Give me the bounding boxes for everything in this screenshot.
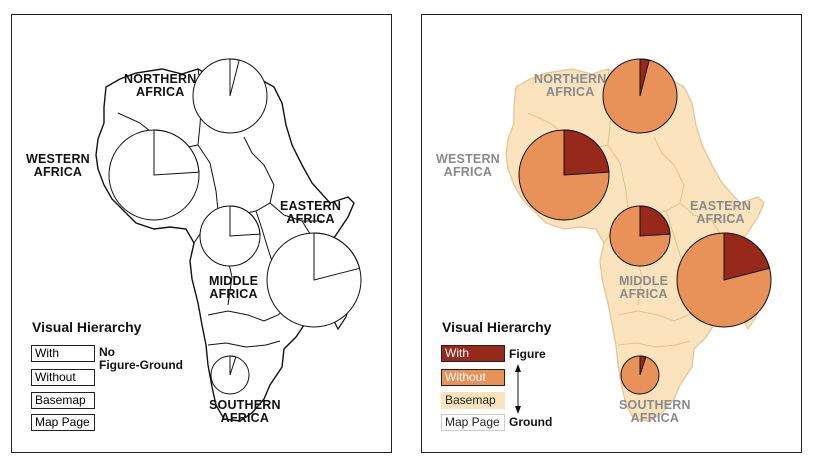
region-label-southern: SOUTHERN AFRICA bbox=[619, 398, 691, 425]
border-line bbox=[269, 202, 322, 222]
legend-note-ground: Ground bbox=[509, 415, 553, 429]
region-label-eastern: EASTERN AFRICA bbox=[690, 199, 752, 226]
border-line bbox=[617, 340, 691, 348]
pie-charts bbox=[108, 58, 362, 395]
legend-note-figure: Figure bbox=[509, 347, 546, 361]
pie-western bbox=[518, 129, 610, 221]
region-label-northern: NORTHERN AFRICA bbox=[124, 72, 197, 99]
legend-with: With bbox=[31, 345, 95, 362]
region-label-northern: NORTHERN AFRICA bbox=[534, 72, 607, 99]
legend-without: Without bbox=[441, 369, 505, 386]
border-line bbox=[207, 340, 281, 348]
pie-with-slice bbox=[639, 355, 647, 376]
pie-with-slice bbox=[229, 58, 240, 97]
pie-with-slice bbox=[229, 205, 261, 237]
pie-with-slice bbox=[639, 205, 671, 237]
border-line bbox=[207, 304, 291, 322]
hierarchy-arrow bbox=[515, 364, 521, 414]
africa-map-left bbox=[95, 58, 362, 422]
legend-note-no-figure-ground: No Figure-Ground bbox=[99, 345, 183, 372]
legend-basemap: Basemap bbox=[441, 392, 505, 409]
pie-middle bbox=[199, 205, 261, 267]
africa-map-right bbox=[505, 58, 772, 422]
pie-northern bbox=[192, 58, 268, 134]
legend-without: Without bbox=[31, 369, 95, 386]
region-label-western: WESTERN AFRICA bbox=[436, 152, 500, 179]
pie-with-slice bbox=[723, 232, 771, 281]
pie-southern bbox=[210, 355, 250, 395]
region-label-middle: MIDDLE AFRICA bbox=[619, 274, 669, 301]
border-line bbox=[617, 304, 701, 322]
legend-map-page: Map Page bbox=[441, 414, 505, 431]
region-label-middle: MIDDLE AFRICA bbox=[209, 274, 259, 301]
legend-title: Visual Hierarchy bbox=[32, 319, 142, 335]
region-label-western: WESTERN AFRICA bbox=[26, 152, 90, 179]
pie-southern bbox=[620, 355, 660, 395]
pie-with-slice bbox=[563, 129, 610, 176]
legend-basemap: Basemap bbox=[31, 392, 95, 409]
pie-middle bbox=[609, 205, 671, 267]
pie-with-slice bbox=[153, 129, 200, 176]
region-label-eastern: EASTERN AFRICA bbox=[280, 199, 342, 226]
pie-with-slice bbox=[313, 232, 361, 281]
border-line bbox=[679, 202, 732, 222]
border-line bbox=[197, 144, 219, 212]
pie-eastern bbox=[266, 232, 362, 328]
border-line bbox=[607, 144, 629, 212]
legend-with: With bbox=[441, 345, 505, 362]
pie-charts bbox=[518, 58, 772, 395]
map-panel-no-figure-ground: NORTHERN AFRICA WESTERN AFRICA EASTERN AFRI… bbox=[11, 14, 392, 453]
legend-map-page: Map Page bbox=[31, 414, 95, 431]
map-panel-figure-ground: NORTHERN AFRICA WESTERN AFRICA EASTERN AFRI… bbox=[421, 14, 802, 453]
legend-title: Visual Hierarchy bbox=[442, 319, 552, 335]
pie-western bbox=[108, 129, 200, 221]
region-label-southern: SOUTHERN AFRICA bbox=[209, 398, 281, 425]
pie-eastern bbox=[676, 232, 772, 328]
pie-with-slice bbox=[639, 58, 650, 97]
pie-with-slice bbox=[229, 355, 237, 376]
pie-northern bbox=[602, 58, 678, 134]
